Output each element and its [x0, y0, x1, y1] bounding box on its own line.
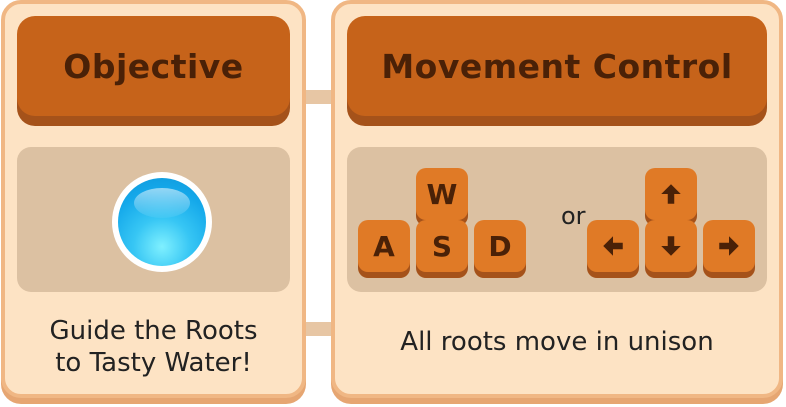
key-w: W	[416, 168, 468, 220]
key-a: A	[358, 220, 410, 272]
arrow-left-icon	[603, 236, 623, 256]
arrow-up-icon	[661, 184, 681, 204]
objective-caption: Guide the Roots to Tasty Water!	[5, 315, 302, 379]
objective-caption-line1: Guide the Roots	[49, 316, 258, 346]
objective-title: Objective	[17, 16, 290, 116]
objective-caption-line2: to Tasty Water!	[55, 348, 252, 378]
movement-panel: Movement Control W A S D or	[331, 0, 783, 398]
arrow-down-icon	[661, 236, 681, 256]
or-label: or	[561, 202, 586, 230]
movement-content-box: W A S D or	[347, 147, 767, 292]
objective-panel: Objective Guide the Roots to Tasty Water…	[1, 0, 306, 398]
key-d: D	[474, 220, 526, 272]
objective-content-box	[17, 147, 290, 292]
panel-connector-top	[303, 90, 335, 104]
arrow-right-key	[703, 220, 755, 272]
arrow-down-key	[645, 220, 697, 272]
panel-connector-bottom	[303, 322, 335, 336]
arrow-up-key	[645, 168, 697, 220]
key-s: S	[416, 220, 468, 272]
arrow-right-icon	[719, 236, 739, 256]
water-drop-icon	[112, 172, 212, 272]
movement-title: Movement Control	[347, 16, 767, 116]
movement-caption: All roots move in unison	[400, 327, 714, 357]
arrow-left-key	[587, 220, 639, 272]
